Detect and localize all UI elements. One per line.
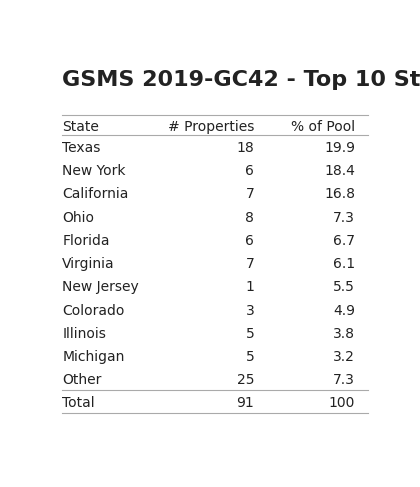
Text: 7: 7 [246,187,255,202]
Text: 91: 91 [236,396,255,410]
Text: 16.8: 16.8 [324,187,355,202]
Text: 18.4: 18.4 [324,164,355,178]
Text: 4.9: 4.9 [333,304,355,318]
Text: % of Pool: % of Pool [291,120,355,134]
Text: California: California [62,187,129,202]
Text: 5: 5 [246,350,255,364]
Text: # Properties: # Properties [168,120,255,134]
Text: Virginia: Virginia [62,257,115,271]
Text: 6: 6 [245,164,255,178]
Text: 25: 25 [237,374,255,388]
Text: Michigan: Michigan [62,350,125,364]
Text: 6.1: 6.1 [333,257,355,271]
Text: 7.3: 7.3 [333,374,355,388]
Text: Other: Other [62,374,102,388]
Text: 19.9: 19.9 [324,141,355,155]
Text: Ohio: Ohio [62,211,94,225]
Text: 8: 8 [245,211,255,225]
Text: 6.7: 6.7 [333,234,355,248]
Text: Florida: Florida [62,234,110,248]
Text: 100: 100 [329,396,355,410]
Text: 3.2: 3.2 [333,350,355,364]
Text: New Jersey: New Jersey [62,281,139,295]
Text: 7: 7 [246,257,255,271]
Text: Total: Total [62,396,95,410]
Text: New York: New York [62,164,126,178]
Text: Illinois: Illinois [62,327,106,341]
Text: Texas: Texas [62,141,101,155]
Text: 5.5: 5.5 [333,281,355,295]
Text: 6: 6 [245,234,255,248]
Text: State: State [62,120,99,134]
Text: 3: 3 [246,304,255,318]
Text: 5: 5 [246,327,255,341]
Text: Colorado: Colorado [62,304,125,318]
Text: 18: 18 [236,141,255,155]
Text: 7.3: 7.3 [333,211,355,225]
Text: GSMS 2019-GC42 - Top 10 States: GSMS 2019-GC42 - Top 10 States [62,70,420,90]
Text: 1: 1 [245,281,255,295]
Text: 3.8: 3.8 [333,327,355,341]
